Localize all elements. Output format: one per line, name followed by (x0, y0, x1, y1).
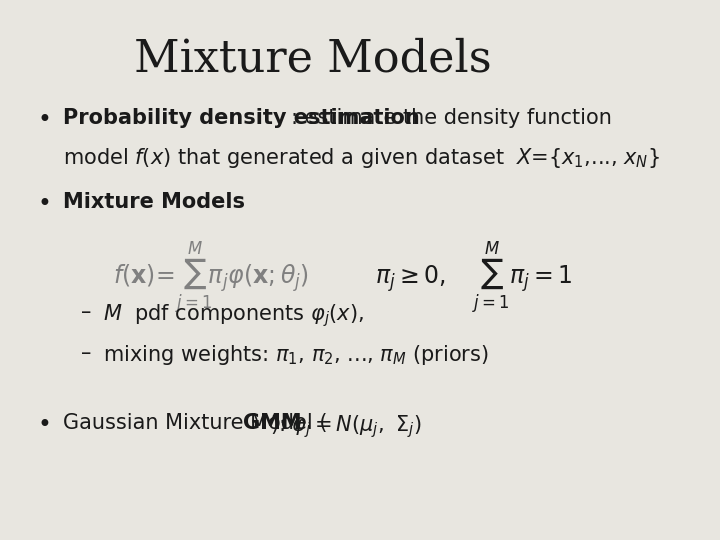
Text: mixing weights: $\pi_1$, $\pi_2$, ..., $\pi_M$ (priors): mixing weights: $\pi_1$, $\pi_2$, ..., $… (103, 343, 489, 367)
Text: •: • (37, 413, 51, 437)
Text: •: • (37, 108, 51, 132)
Text: $f(\mathbf{x})\!=\!\sum_{j=1}^{M}\!\pi_j\varphi(\mathbf{x};\theta_j)$: $f(\mathbf{x})\!=\!\sum_{j=1}^{M}\!\pi_j… (112, 240, 308, 316)
Text: : estimate the density function: : estimate the density function (291, 108, 611, 128)
Text: Gaussian Mixture Model (: Gaussian Mixture Model ( (63, 413, 327, 433)
Text: –: – (81, 302, 91, 322)
Text: Mixture Models: Mixture Models (134, 38, 491, 81)
Text: $M$  pdf components $\varphi_j(x)$,: $M$ pdf components $\varphi_j(x)$, (103, 302, 364, 329)
Text: –: – (81, 343, 91, 363)
Text: Probability density estimation: Probability density estimation (63, 108, 419, 128)
Text: $\pi_j \geq 0, \quad \sum_{j=1}^{M}\pi_j = 1$: $\pi_j \geq 0, \quad \sum_{j=1}^{M}\pi_j… (375, 240, 572, 316)
Text: Mixture Models: Mixture Models (63, 192, 245, 212)
Text: GMM: GMM (243, 413, 301, 433)
Text: model $f(x)$ that generated a given dataset  $X$={$x_1$,..., $x_N$}: model $f(x)$ that generated a given data… (63, 146, 660, 170)
Text: ): $\varphi_j = N(\mu_j,\ \Sigma_j)$: ): $\varphi_j = N(\mu_j,\ \Sigma_j)$ (270, 413, 421, 440)
Text: •: • (37, 192, 51, 215)
